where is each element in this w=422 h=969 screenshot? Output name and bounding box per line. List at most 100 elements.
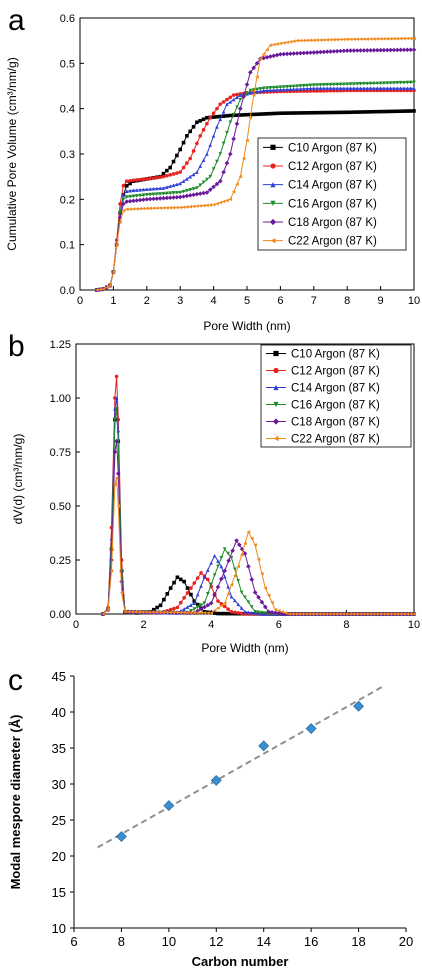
data-point — [131, 207, 136, 211]
data-point — [305, 86, 309, 91]
chart-b: 0 2 4 6 8 10 0.00 0.25 0.50 0.75 1.00 1.25 C10 Argo… — [11, 339, 420, 655]
data-point — [204, 190, 210, 195]
x-tick-label: 2 — [141, 619, 147, 631]
data-point — [205, 152, 209, 156]
data-point — [118, 220, 122, 224]
data-point — [215, 201, 219, 206]
data-point — [402, 86, 406, 91]
data-point — [158, 603, 163, 608]
y-tick-label: 0.4 — [60, 104, 75, 116]
data-point — [178, 610, 182, 615]
data-point — [362, 81, 366, 86]
data-point — [398, 86, 403, 91]
data-point — [201, 203, 206, 208]
data-point — [295, 84, 299, 88]
data-point — [412, 36, 416, 41]
data-point — [181, 189, 186, 194]
data-point — [181, 205, 186, 210]
data-point — [229, 594, 234, 599]
data-point — [351, 48, 357, 53]
legend-label: C14 Argon (87 K) — [288, 180, 377, 192]
data-point — [148, 192, 152, 197]
data-point — [254, 61, 260, 66]
data-point — [221, 199, 226, 204]
data-point — [185, 610, 189, 615]
data-point — [405, 36, 410, 41]
data-point — [126, 610, 131, 614]
data-point — [285, 111, 289, 115]
data-point — [94, 288, 99, 292]
data-point — [266, 593, 271, 598]
data-point — [388, 36, 393, 41]
data-point — [195, 170, 199, 174]
data-point — [226, 584, 230, 589]
data-point — [181, 610, 186, 615]
legend-marker — [270, 182, 276, 188]
data-point — [131, 178, 136, 183]
data-point — [255, 87, 259, 92]
data-point — [124, 189, 129, 193]
panel-label-c: c — [8, 664, 23, 697]
data-point — [209, 582, 213, 587]
data-point — [148, 176, 152, 181]
data-point — [388, 612, 393, 616]
data-point — [278, 111, 283, 115]
data-point — [362, 86, 366, 91]
y-tick-label: 0.6 — [60, 13, 75, 25]
x-tick-label: 2 — [144, 295, 150, 307]
data-point — [229, 583, 234, 587]
data-point — [297, 612, 301, 616]
data-point — [185, 177, 189, 181]
data-point — [263, 611, 268, 615]
data-point — [268, 88, 273, 93]
data-point — [371, 612, 376, 616]
data-point — [388, 86, 393, 91]
data-point — [301, 86, 306, 91]
data-point — [305, 723, 317, 734]
data-point — [175, 605, 180, 610]
data-point — [185, 586, 190, 590]
data-point — [260, 610, 264, 615]
data-point — [158, 175, 162, 179]
data-point — [372, 86, 376, 91]
data-point — [312, 86, 316, 91]
data-point — [275, 88, 279, 92]
x-tick-label: 20 — [399, 934, 413, 949]
data-point — [355, 82, 360, 86]
data-point — [218, 152, 223, 156]
data-point — [226, 558, 231, 564]
x-tick-label: 10 — [408, 295, 420, 307]
data-point — [265, 112, 269, 116]
data-point — [192, 601, 197, 605]
data-point — [138, 193, 142, 198]
data-point — [405, 47, 410, 53]
data-point — [278, 85, 283, 90]
data-point — [131, 198, 136, 204]
data-point — [202, 611, 207, 615]
data-point — [378, 81, 383, 86]
data-point — [225, 113, 229, 118]
data-point — [405, 86, 410, 91]
data-point — [154, 196, 160, 201]
data-point — [305, 83, 309, 88]
data-point — [202, 604, 207, 610]
data-point — [151, 176, 156, 180]
legend-marker — [273, 384, 279, 391]
data-point — [134, 194, 139, 198]
data-point — [291, 84, 296, 89]
data-point — [305, 111, 309, 115]
y-tick-label: 15 — [52, 885, 66, 900]
data-point — [113, 407, 117, 411]
data-point — [98, 287, 102, 292]
data-point — [202, 575, 207, 580]
data-point — [225, 97, 229, 102]
data-point — [184, 193, 190, 199]
data-point — [222, 601, 227, 605]
data-point — [211, 202, 216, 207]
data-point — [233, 610, 237, 615]
data-point — [378, 109, 383, 114]
data-point — [228, 113, 233, 118]
data-point — [165, 185, 169, 189]
data-point — [163, 800, 175, 812]
data-point — [408, 612, 413, 616]
